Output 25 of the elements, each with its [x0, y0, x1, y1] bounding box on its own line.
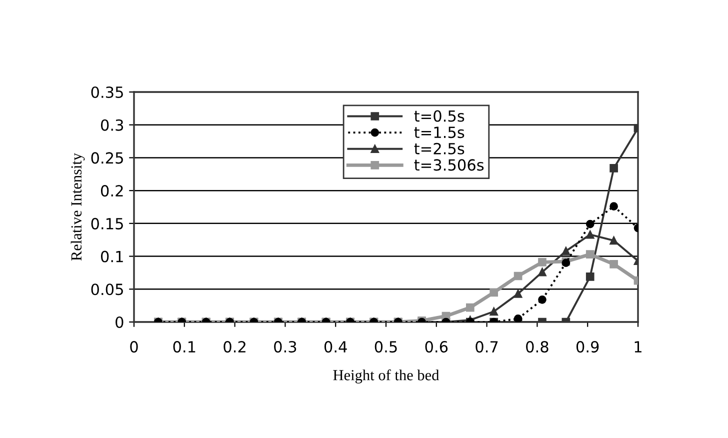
legend-label: t=3.506s [414, 159, 484, 171]
x-tick-label: 0.5 [374, 341, 397, 353]
x-tick-label: 0 [130, 341, 138, 353]
x-tick-label: 0.3 [274, 341, 296, 353]
y-axis-title: Relative Intensity [70, 152, 85, 261]
x-tick-label: 0.6 [425, 341, 448, 353]
x-tick-label: 0.1 [173, 341, 196, 353]
y-tick-label: 0.05 [91, 284, 123, 296]
y-tick-label: 0.2 [100, 185, 123, 197]
y-tick-label: 0.1 [100, 250, 123, 262]
x-tick-label: 0.4 [324, 341, 347, 353]
legend-label: t=2.5s [414, 142, 464, 154]
x-tick-label: 0.8 [526, 341, 548, 353]
legend-label: t=0.5s [414, 110, 464, 122]
x-tick-label: 0.7 [476, 341, 498, 353]
y-tick-label: 0.15 [91, 218, 123, 230]
y-tick-label: 0.25 [91, 152, 123, 164]
x-axis-title: Height of the bed [333, 369, 440, 384]
x-tick-label: 0.2 [224, 341, 246, 353]
x-tick-label: 1 [634, 341, 642, 352]
y-tick-label: 0.35 [91, 86, 123, 98]
y-tick-label: 0.3 [100, 119, 124, 131]
legend-label: t=1.5s [414, 126, 464, 138]
y-tick-label: 0 [116, 316, 124, 328]
x-tick-label: 0.9 [576, 341, 599, 353]
